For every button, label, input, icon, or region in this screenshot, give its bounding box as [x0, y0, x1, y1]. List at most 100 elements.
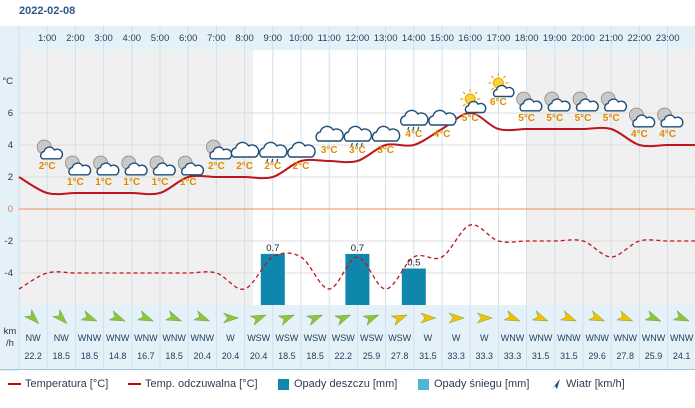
hour-label: 6:00: [179, 33, 198, 44]
temp-tick-label: -4: [5, 268, 13, 279]
rain-bar: [401, 268, 426, 305]
legend-rain-label: Opady deszczu [mm]: [294, 378, 398, 390]
cloud-shape: [604, 98, 628, 112]
legend-rain-swatch: [278, 378, 289, 390]
wind-speed: 20.4: [250, 351, 268, 361]
cloud-shape: [492, 84, 515, 98]
cloud-shape: [315, 125, 344, 142]
cloud-icon: [230, 141, 260, 158]
hour-temp-label: 1°C: [152, 177, 169, 188]
wind-arrow-icon: [588, 310, 606, 322]
rain-bar: [260, 253, 285, 305]
wind-speed: 27.8: [391, 351, 409, 361]
wind-arrow-shape: [222, 312, 240, 324]
hour-temp-label: 5°C: [518, 113, 535, 124]
hour-label: 12:00: [346, 33, 370, 44]
wind-speed: 18.5: [165, 351, 183, 361]
hour-label: 14:00: [402, 33, 426, 44]
wind-speed: 16.7: [137, 351, 155, 361]
hour-temp-label: 5°C: [575, 113, 592, 124]
hour-temp-label: 3°C: [349, 145, 366, 156]
hour-label: 22:00: [628, 33, 652, 44]
night-partly-cloudy-icon: [600, 91, 628, 112]
hour-temp-label: 4°C: [631, 129, 648, 140]
wind-unit-km: km: [4, 326, 17, 337]
night-partly-cloudy-icon: [36, 139, 64, 160]
hour-label: 2:00: [66, 33, 85, 44]
wind-speed: 14.8: [109, 351, 127, 361]
hour-temp-label: 1°C: [67, 177, 84, 188]
rain-bar-value: 0.7: [266, 243, 279, 254]
sun-cloud-icon: [488, 73, 515, 98]
hour-label: 9:00: [264, 33, 283, 44]
wind-speed: 33.3: [476, 351, 494, 361]
cloud-shape: [230, 141, 260, 158]
hour-temp-label: 3°C: [321, 145, 338, 156]
legend-snow-label: Opady śniegu [mm]: [434, 378, 530, 390]
wind-arrow-shape: [80, 310, 98, 322]
drizzle-drop: [417, 126, 420, 131]
cloud-shape: [287, 141, 316, 158]
hour-temp-label: 4°C: [659, 129, 676, 140]
wind-speed: 20.4: [194, 351, 212, 361]
hour-temp-label: 3°C: [377, 145, 394, 156]
hour-label: 19:00: [543, 33, 567, 44]
drizzle-drop: [266, 158, 269, 163]
wind-direction: W: [226, 333, 235, 343]
cloud-shape: [519, 98, 543, 112]
wind-arrow-icon: [503, 310, 521, 322]
cloud-icon: [287, 141, 316, 158]
sun-ray: [474, 91, 478, 95]
night-partly-cloudy-icon: [177, 155, 205, 176]
cloud-shape: [343, 125, 373, 142]
wind-arrow-shape: [362, 314, 380, 326]
hour-temp-label: 2°C: [39, 161, 56, 172]
wind-arrow-shape: [588, 310, 606, 322]
temp-tick-label: 6: [8, 108, 13, 119]
cloud-drizzle-icon: [259, 141, 288, 163]
night-partly-cloudy-icon: [657, 107, 684, 128]
wind-arrow-icon: [390, 314, 408, 326]
wind-arrow-icon: [108, 310, 126, 322]
hour-label: 20:00: [571, 33, 595, 44]
wind-arrow-shape: [23, 308, 40, 325]
cloud-shape: [428, 109, 457, 126]
hour-label: 1:00: [38, 33, 57, 44]
legend-temperature-label: Temperatura [°C]: [25, 378, 109, 390]
wind-arrow-shape: [476, 312, 493, 324]
wind-arrow-icon: [249, 314, 267, 326]
cloud-shape: [181, 162, 205, 176]
legend-rain: Opady deszczu [mm]: [278, 377, 397, 391]
wind-arrow-icon: [80, 310, 98, 322]
forecast-date: 2022-02-08: [19, 5, 76, 17]
wind-arrow-shape: [448, 312, 465, 324]
cloud-shape: [152, 162, 176, 176]
night-partly-cloudy-icon: [121, 155, 148, 176]
legend-feels-like: Temp. odczuwalna [°C]: [128, 377, 258, 391]
wind-arrow-icon: [644, 310, 662, 322]
wind-speed: 25.9: [645, 351, 663, 361]
sun-ray: [490, 75, 494, 79]
wind-arrow-icon: [420, 312, 437, 324]
temp-unit-label: °C: [2, 76, 13, 87]
cloud-shape: [124, 162, 148, 176]
wind-direction: WSW: [275, 333, 298, 343]
wind-direction: WNW: [614, 333, 638, 343]
wind-arrow-icon: [672, 310, 690, 322]
wind-arrow-shape: [531, 310, 549, 322]
wind-arrow-shape: [193, 310, 211, 322]
cloud-shape: [259, 141, 288, 158]
rain-bar-value: 0.5: [407, 258, 420, 269]
wind-direction: WSW: [360, 333, 383, 343]
wind-arrow-shape: [306, 314, 324, 326]
wind-arrow-icon: [559, 310, 577, 322]
hour-label: 23:00: [656, 33, 680, 44]
cloud-drizzle-icon: [400, 109, 429, 131]
chart-legend: Temperatura [°C] Temp. odczuwalna [°C] O…: [0, 371, 695, 408]
wind-speed: 18.5: [306, 351, 324, 361]
cloud-shape: [575, 98, 599, 112]
wind-direction: W: [480, 333, 489, 343]
legend-feels-like-label: Temp. odczuwalna [°C]: [145, 378, 258, 390]
wind-speed: 33.3: [447, 351, 465, 361]
